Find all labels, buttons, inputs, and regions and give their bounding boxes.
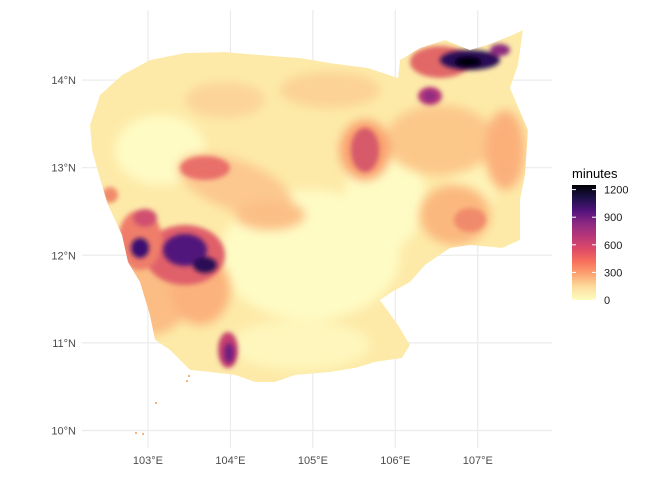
x-axis-tick-labels: 103°E 104°E 105°E 106°E 107°E — [133, 455, 493, 467]
high-shading — [102, 46, 486, 368]
islet — [142, 433, 144, 435]
peak-shading — [131, 44, 510, 363]
x-tick-label: 106°E — [380, 455, 410, 467]
x-tick-label: 103°E — [133, 455, 163, 467]
legend-label: 0 — [604, 295, 610, 307]
legend-label: 300 — [604, 267, 622, 279]
islet — [188, 375, 190, 377]
legend-label: 600 — [604, 240, 622, 252]
y-tick-label: 13°N — [51, 163, 76, 175]
y-tick-label: 10°N — [51, 425, 76, 437]
islet — [186, 380, 188, 382]
legend-colorbar — [572, 185, 596, 300]
legend-label: 1200 — [604, 185, 628, 197]
legend-title: minutes — [572, 166, 618, 181]
legend-tick-labels: 1200 900 600 300 0 — [572, 185, 628, 307]
x-tick-label: 105°E — [298, 455, 328, 467]
y-axis-tick-labels: 10°N 11°N 12°N 13°N 14°N — [51, 75, 76, 437]
x-tick-label: 104°E — [215, 455, 245, 467]
legend-label: 900 — [604, 212, 622, 224]
islet — [135, 432, 137, 434]
legend: minutes 1200 900 600 300 0 — [572, 166, 628, 307]
y-tick-label: 11°N — [52, 338, 76, 350]
y-tick-label: 12°N — [51, 250, 76, 262]
islet — [155, 402, 157, 404]
y-tick-label: 14°N — [51, 75, 76, 87]
x-tick-label: 107°E — [463, 455, 493, 467]
travel-time-surface — [90, 30, 528, 382]
